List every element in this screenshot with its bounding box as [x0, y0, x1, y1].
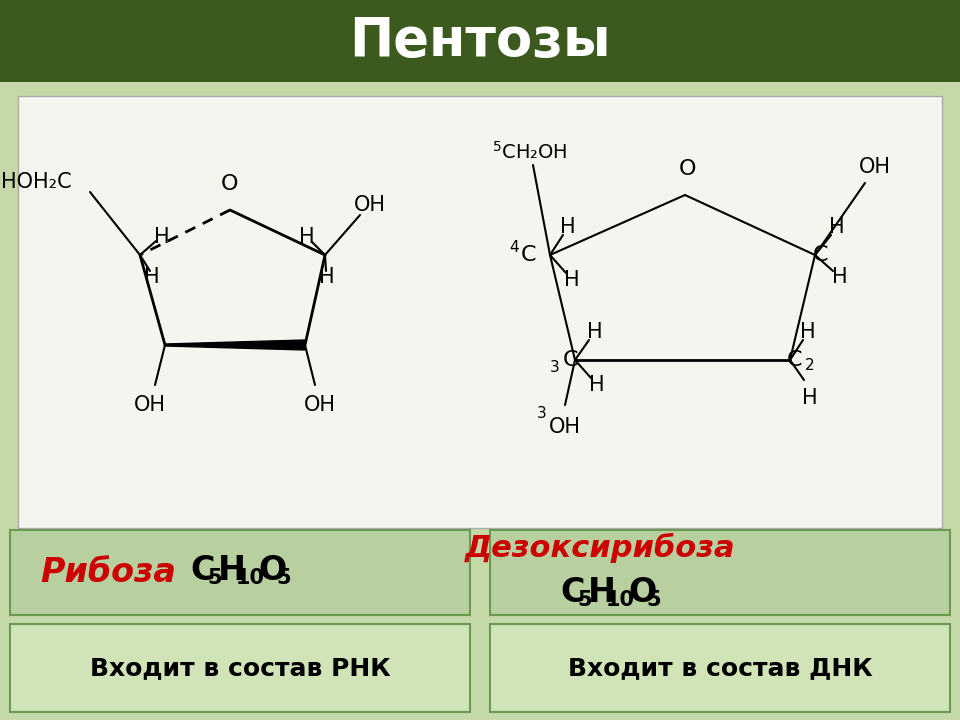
Text: HOH₂C: HOH₂C: [1, 172, 72, 192]
FancyBboxPatch shape: [10, 624, 470, 712]
Text: Входит в состав РНК: Входит в состав РНК: [89, 656, 391, 680]
FancyBboxPatch shape: [18, 96, 942, 528]
Text: OH: OH: [354, 195, 386, 215]
Text: 5: 5: [207, 568, 222, 588]
Text: H: H: [801, 322, 816, 342]
Text: C: C: [190, 554, 214, 587]
Text: 2: 2: [805, 358, 815, 372]
Text: C: C: [560, 575, 585, 608]
Text: H: H: [832, 267, 848, 287]
Text: OH: OH: [549, 417, 581, 437]
Text: 3: 3: [550, 361, 560, 376]
Text: 10: 10: [236, 568, 265, 588]
Text: 10: 10: [606, 590, 635, 610]
Polygon shape: [165, 340, 305, 350]
Text: H: H: [155, 227, 170, 247]
Text: O: O: [221, 174, 239, 194]
Text: O: O: [628, 575, 657, 608]
FancyBboxPatch shape: [0, 0, 960, 82]
Text: Пентозы: Пентозы: [349, 15, 611, 67]
Text: H: H: [588, 322, 603, 342]
Text: H: H: [564, 270, 580, 290]
Text: C: C: [812, 245, 828, 265]
Text: H: H: [300, 227, 315, 247]
Text: H: H: [561, 217, 576, 237]
Text: Входит в состав ДНК: Входит в состав ДНК: [567, 656, 873, 680]
Text: C: C: [563, 350, 578, 370]
Text: Дезоксирибоза: Дезоксирибоза: [465, 533, 735, 563]
Text: H: H: [319, 267, 335, 287]
Text: OH: OH: [304, 395, 336, 415]
Text: 5: 5: [276, 568, 291, 588]
Text: H: H: [589, 375, 605, 395]
FancyBboxPatch shape: [10, 530, 470, 615]
Text: C: C: [786, 350, 802, 370]
Text: 5: 5: [646, 590, 660, 610]
Text: C: C: [520, 245, 536, 265]
Text: H: H: [588, 575, 616, 608]
Text: H: H: [144, 267, 159, 287]
Text: H: H: [803, 388, 818, 408]
Text: O: O: [258, 554, 286, 587]
Text: O: O: [680, 159, 697, 179]
Text: OH: OH: [134, 395, 166, 415]
Text: H: H: [829, 217, 845, 237]
Text: 3: 3: [538, 405, 547, 420]
Text: H: H: [218, 554, 246, 587]
Text: Рибоза: Рибоза: [40, 556, 176, 588]
Text: OH: OH: [859, 157, 891, 177]
FancyBboxPatch shape: [490, 624, 950, 712]
Text: 4: 4: [509, 240, 518, 254]
FancyBboxPatch shape: [490, 530, 950, 615]
Text: 5: 5: [577, 590, 591, 610]
Text: $\mathregular{^5}$CH₂OH: $\mathregular{^5}$CH₂OH: [492, 141, 567, 163]
